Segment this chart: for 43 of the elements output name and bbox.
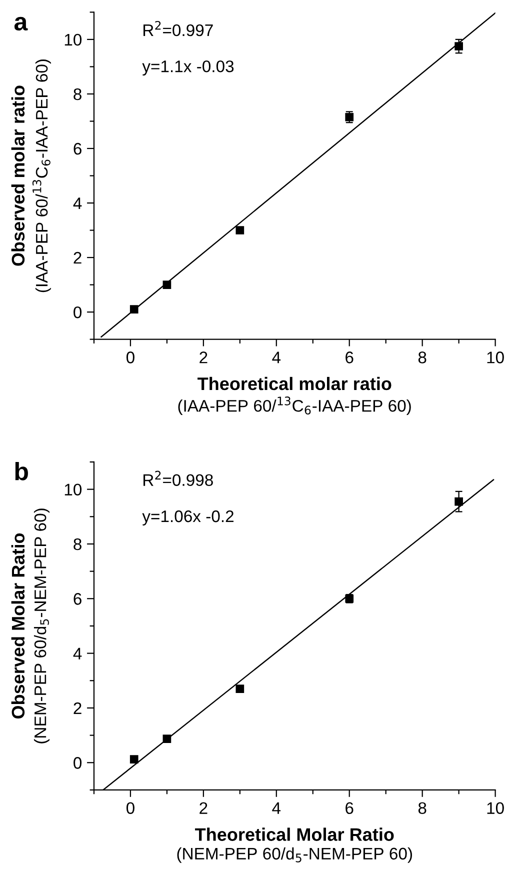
chart-title: b [15,462,28,480]
y-tick-label: 0 [74,306,82,318]
annotation: R$^{2}$=0.998 [144,470,213,486]
annotation: y=1.1x -0.03 [142,60,234,76]
point [162,734,172,744]
x-tick-label: 8 [418,352,426,364]
x-tick-label: 2 [200,352,208,364]
y-tick-label: 10 [64,34,82,46]
point [345,112,354,122]
annotation: R$^{2}$=0.997 [144,20,213,36]
y-tick-label: 6 [74,593,82,605]
y-axis-title: Observed Molar Ratio (NEM-PEP 60/d$_{5}$-NEM-PEP 60) [11,508,50,744]
x-tick-label: 0 [126,802,134,814]
y-tick-label: 0 [74,757,82,769]
point [130,755,138,764]
y-tick-label: 2 [74,252,82,264]
y-tick-label: 4 [73,198,82,210]
point [454,497,463,506]
point [130,305,138,314]
x-tick-label: 2 [200,802,208,814]
x-tick-label: 0 [126,352,134,364]
x-tick-label: 4 [272,802,281,814]
point [162,280,172,289]
point [236,684,244,693]
y-axis-title: Observed molar ratio (IAA-PEP 60/$^{13}$C$_{6}$-IAA-PEP 60) [11,60,51,292]
x-tick-label: 4 [272,352,281,364]
x-tick-label: 6 [346,352,354,364]
chart-title: a [14,16,28,31]
x-axis-title: Theoretical Molar Ratio (NEM-PEP 60/d$_{5}$-NEM-PEP 60) [177,828,412,863]
annotation: y=1.06x -0.2 [142,510,234,526]
x-axis-title: Theoretical molar ratio (IAA-PEP 60/$^{13}$C$_{6}$-IAA-PEP 60) [178,376,411,416]
x-tick-label: 6 [346,802,354,814]
x-tick-label: 10 [487,352,504,364]
y-tick-label: 6 [74,142,82,155]
y-tick-label: 2 [74,702,82,714]
y-tick-label: 8 [74,538,82,550]
point [454,42,463,50]
y-tick-label: 10 [64,484,82,496]
x-tick-label: 8 [418,802,426,814]
x-tick-label: 10 [487,802,504,814]
y-tick-label: 4 [73,648,82,660]
y-tick-label: 8 [74,88,82,100]
point [236,226,244,234]
